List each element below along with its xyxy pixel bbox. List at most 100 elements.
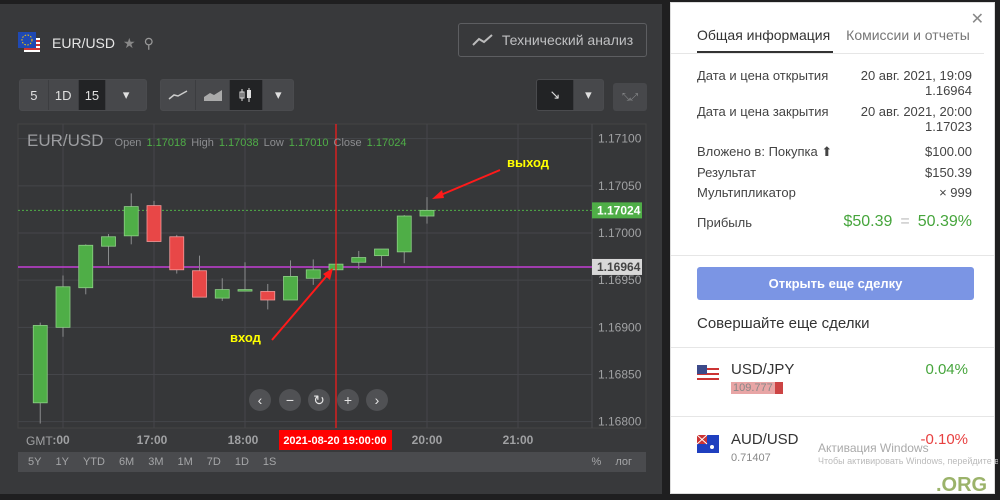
legend-close: 1.17024 (366, 137, 407, 149)
period-1d[interactable]: 1D (49, 80, 79, 110)
close-icon[interactable]: ✕ (970, 11, 984, 28)
entry-arrowhead (323, 268, 333, 280)
symbol-header: EUR/USD ★ ⚲ (18, 32, 154, 54)
candle-up (283, 275, 298, 301)
invested-label: Вложено в: Покупка ⬆ (697, 144, 833, 159)
chart-type-selector: ▾ (160, 79, 294, 111)
percent-scale-button[interactable]: % (591, 456, 602, 468)
candle-chart-icon[interactable] (229, 80, 264, 110)
legend-close-label: Close (333, 137, 362, 149)
close-date: 20 авг. 2021, 20:00 (860, 104, 972, 119)
legend-low-label: Low (263, 137, 284, 149)
asset-item-audusd[interactable]: AUD/USD 0.71407 -0.10% (697, 431, 968, 479)
asset-change: -0.10% (920, 431, 968, 448)
tab-general-info[interactable]: Общая информация (697, 27, 831, 43)
legend-open: 1.17018 (146, 137, 187, 149)
more-trades-title: Совершайте еще сделки (697, 315, 870, 332)
trend-line-icon (472, 34, 493, 46)
candle-up (32, 325, 48, 404)
candle-up (305, 269, 321, 279)
range-1y[interactable]: 1Y (55, 456, 69, 468)
technical-analysis-label: Технический анализ (501, 32, 634, 48)
y-tick-label: 1.17000 (598, 226, 642, 240)
reset-button[interactable]: ↻ (308, 389, 330, 411)
period-selector: 5 1D 15 ▾ (19, 79, 147, 111)
entry-price-badge (592, 258, 642, 275)
zoom-out-button[interactable]: − (279, 389, 301, 411)
windows-activation-title: Активация Windows (818, 441, 929, 455)
y-tick-label: 1.16850 (598, 368, 642, 382)
plot-area (17, 123, 647, 429)
line-chart-icon[interactable] (161, 80, 197, 110)
fullscreen-icon[interactable]: ⤡⤢ (613, 83, 647, 111)
entry-price-label: 1.16964 (597, 260, 641, 274)
drawing-dropdown-icon[interactable]: ▾ (585, 87, 592, 102)
range-6m[interactable]: 6M (118, 456, 135, 468)
profit-percent: 50.39% (917, 213, 972, 230)
y-tick-label: 1.17050 (598, 179, 642, 193)
open-label: Дата и цена открытия (697, 68, 829, 83)
x-tick-label: 18:00 (228, 433, 259, 447)
crosshair-time: 2021-08-20 19:00:00 (283, 435, 386, 447)
log-scale-button[interactable]: лог (615, 456, 632, 468)
range-1m[interactable]: 1M (177, 456, 193, 468)
candle-down (146, 205, 162, 242)
asset-price: 109.777 (731, 382, 783, 394)
scroll-right-button[interactable]: › (366, 389, 388, 411)
scroll-left-button[interactable]: ‹ (249, 389, 271, 411)
chart-type-dropdown-icon[interactable]: ▾ (274, 87, 282, 102)
range-1d[interactable]: 1D (234, 456, 249, 468)
asset-change: 0.04% (925, 361, 968, 378)
range-1s[interactable]: 1S (262, 456, 277, 468)
area-chart-icon[interactable] (196, 80, 230, 110)
multiplier-value: × 999 (939, 185, 972, 200)
zoom-in-button[interactable]: + (337, 389, 359, 411)
range-3m[interactable]: 3M (148, 456, 164, 468)
invested-value: $100.00 (925, 144, 972, 159)
x-tick-label: 17:00 (137, 433, 168, 447)
period-15[interactable]: 15 (78, 80, 107, 110)
range-ytd[interactable]: YTD (82, 456, 105, 468)
x-tick-label: 21:00 (503, 433, 534, 447)
price-chart[interactable]: 1.17100 1.17050 1.17000 1.16950 1.16900 1.168… (0, 0, 670, 500)
entry-annotation: вход (230, 330, 262, 345)
candle-up (101, 236, 116, 247)
tab-commissions[interactable]: Комиссии и отчеты (846, 27, 970, 43)
multiplier-label: Мультипликатор (697, 185, 796, 200)
legend-symbol[interactable]: EUR/USD (27, 131, 104, 150)
period-dropdown-icon[interactable]: ▾ (122, 87, 130, 102)
candle-up (374, 248, 389, 257)
legend-high-label: High (191, 137, 214, 149)
close-label: Дата и цена закрытия (697, 104, 829, 119)
open-another-trade-button[interactable]: Открыть еще сделку (697, 267, 974, 300)
candle-up (55, 286, 71, 328)
candle-up (237, 289, 253, 292)
equals-sign: = (900, 213, 910, 230)
crosshair-time-badge (279, 430, 392, 450)
exit-arrowhead (432, 190, 444, 199)
period-5[interactable]: 5 (20, 80, 49, 110)
technical-analysis-button[interactable]: Технический анализ (458, 23, 647, 57)
legend-high: 1.17038 (218, 137, 259, 149)
drawing-tool-selector: ↘ ▾ (536, 79, 604, 111)
range-5y[interactable]: 5Y (28, 456, 42, 468)
timezone-label: GMT (26, 434, 53, 448)
active-tab-indicator (697, 51, 833, 53)
us-flag-icon (697, 365, 719, 383)
au-flag-icon (697, 435, 719, 453)
close-price-label: 1.17024 (597, 203, 641, 217)
asset-item-usdjpy[interactable]: USD/JPY 109.777 0.04% (697, 361, 968, 409)
arrow-down-right-icon[interactable]: ↘ (537, 80, 574, 110)
candle-up (78, 244, 94, 289)
search-icon[interactable]: ⚲ (143, 34, 154, 51)
y-tick-label: 1.16900 (598, 320, 642, 334)
open-price: 1.16964 (925, 83, 972, 98)
candle-down (192, 270, 207, 298)
x-tick-label: 20:00 (412, 433, 443, 447)
symbol-name[interactable]: EUR/USD (52, 35, 116, 51)
range-7d[interactable]: 7D (206, 456, 221, 468)
open-date: 20 авг. 2021, 19:09 (860, 68, 972, 83)
star-icon[interactable]: ★ (123, 34, 136, 51)
result-label: Результат (697, 165, 757, 180)
exit-arrow (435, 169, 501, 198)
